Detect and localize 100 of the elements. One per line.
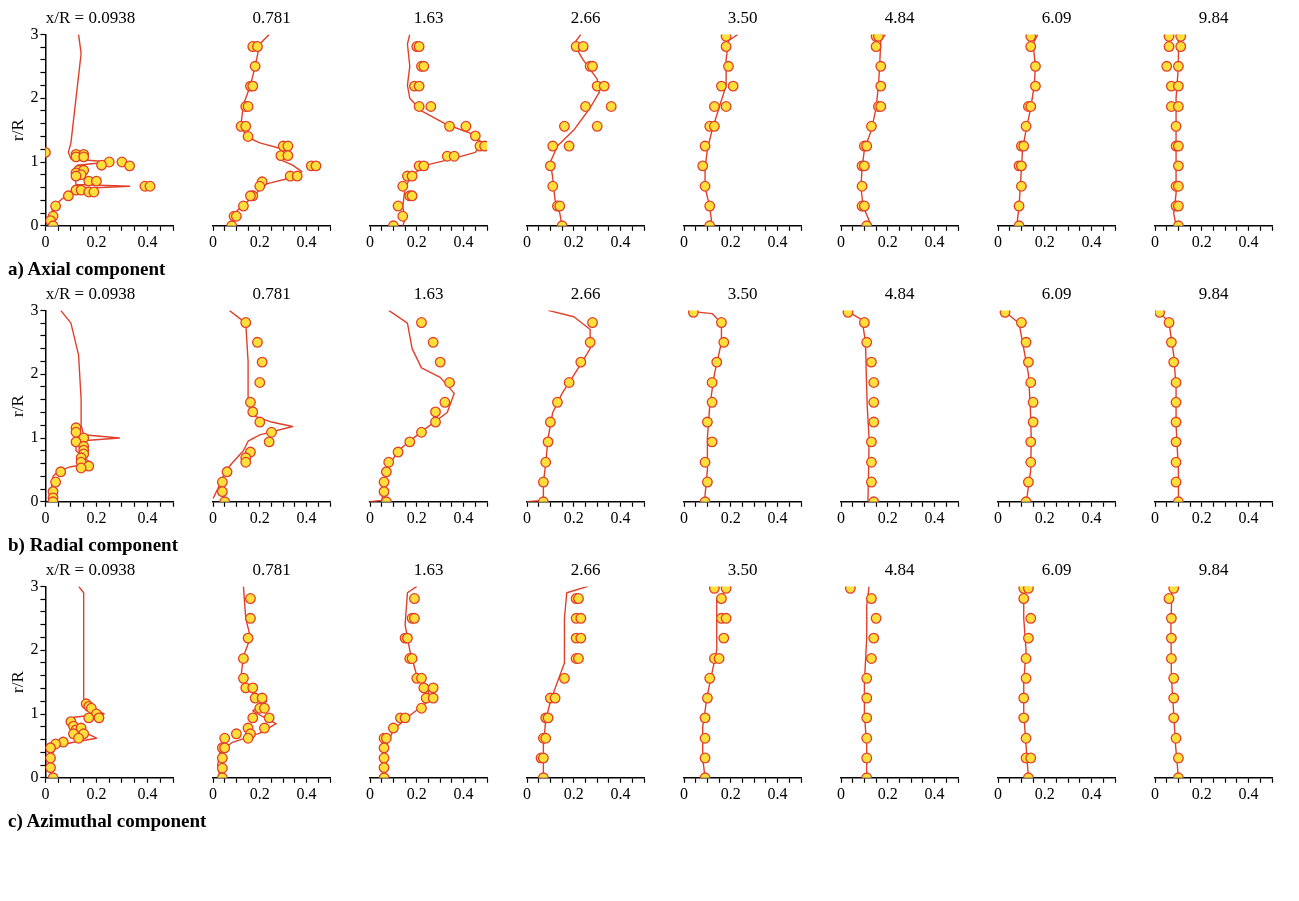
x-tick-label: 0.2	[720, 784, 741, 802]
x-tick-label: 0	[994, 232, 1002, 250]
x-tick-label: 0.2	[406, 232, 427, 250]
chart-title: 1.63	[413, 283, 444, 303]
x-tick-label: 0.2	[1191, 508, 1212, 526]
y-tick-label: 3	[30, 24, 39, 42]
x-tick-label: 0	[523, 784, 531, 802]
text: a) Axial component	[8, 258, 167, 280]
y-tick-label: 2	[30, 364, 39, 382]
x-tick-label: 0	[1151, 508, 1159, 526]
y-axis-title: r/R	[7, 670, 27, 693]
y-axis-title: r/R	[7, 118, 27, 141]
chart-title: 0.781	[252, 283, 291, 303]
x-tick-label: 0.2	[406, 784, 427, 802]
x-tick-label: 0	[994, 784, 1002, 802]
chart-title: 0.781	[252, 7, 291, 27]
x-tick-label: 0	[837, 232, 845, 250]
x-tick-label: 0.2	[249, 784, 270, 802]
y-tick-label: 1	[30, 704, 39, 722]
x-tick-label: 0.2	[86, 784, 107, 802]
x-tick-label: 0.2	[86, 508, 107, 526]
x-tick-label: 0.4	[296, 508, 317, 526]
x-tick-label: 0	[209, 784, 217, 802]
x-tick-label: 0	[680, 784, 688, 802]
x-tick-label: 0.4	[296, 784, 317, 802]
x-tick-label: 0.4	[1081, 784, 1102, 802]
x-tick-label: 0	[41, 508, 50, 526]
x-tick-label: 0.4	[1238, 232, 1259, 250]
x-tick-label: 0.2	[1034, 508, 1055, 526]
chart-title: 0.781	[252, 559, 291, 579]
x-tick-label: 0	[41, 784, 50, 802]
chart-title: x/R = 0.0938	[45, 283, 136, 303]
x-tick-label: 0	[209, 508, 217, 526]
x-tick-label: 0	[1151, 232, 1159, 250]
y-tick-label: 0	[30, 492, 39, 509]
x-tick-label: 0	[680, 508, 688, 526]
chart-title: 9.84	[1198, 7, 1229, 27]
chart-title: 1.63	[413, 559, 444, 579]
x-tick-label: 0.4	[137, 232, 158, 250]
x-tick-label: 0.4	[610, 784, 631, 802]
x-tick-label: 0.4	[924, 232, 945, 250]
x-tick-label: 0.4	[453, 508, 474, 526]
x-tick-label: 0.2	[1034, 784, 1055, 802]
x-tick-label: 0.2	[1191, 784, 1212, 802]
y-tick-label: 1	[30, 428, 39, 446]
y-tick-label: 2	[30, 640, 39, 658]
x-tick-label: 0.4	[767, 784, 788, 802]
x-tick-label: 0	[209, 232, 217, 250]
x-tick-label: 0.4	[767, 232, 788, 250]
x-tick-label: 0	[366, 508, 374, 526]
chart-title: 3.50	[727, 559, 758, 579]
chart-title: 2.66	[570, 559, 601, 579]
chart-title: 2.66	[570, 283, 601, 303]
chart-title: 3.50	[727, 283, 758, 303]
x-tick-label: 0.4	[924, 508, 945, 526]
x-tick-label: 0.2	[563, 784, 584, 802]
x-tick-label: 0.2	[86, 232, 107, 250]
x-tick-label: 0.4	[1081, 232, 1102, 250]
x-tick-label: 0.4	[1238, 508, 1259, 526]
x-tick-label: 0.2	[563, 508, 584, 526]
x-tick-label: 0.4	[137, 784, 158, 802]
text: b) Radial component	[8, 534, 179, 556]
text: c) Azimuthal component	[8, 810, 208, 832]
chart-title: x/R = 0.0938	[45, 7, 136, 27]
x-tick-label: 0.4	[767, 508, 788, 526]
chart-title: 6.09	[1041, 7, 1072, 27]
chart-title: 9.84	[1198, 559, 1229, 579]
chart-title: x/R = 0.0938	[45, 559, 136, 579]
x-tick-label: 0.2	[249, 508, 270, 526]
x-tick-label: 0.2	[877, 784, 898, 802]
chart-title: 6.09	[1041, 283, 1072, 303]
x-tick-label: 0.4	[453, 784, 474, 802]
x-tick-label: 0	[837, 784, 845, 802]
x-tick-label: 0.2	[1034, 232, 1055, 250]
x-tick-label: 0.4	[137, 508, 158, 526]
x-tick-label: 0	[680, 232, 688, 250]
x-tick-label: 0	[366, 784, 374, 802]
x-tick-label: 0	[41, 232, 50, 250]
x-tick-label: 0.4	[924, 784, 945, 802]
x-tick-label: 0	[523, 508, 531, 526]
chart-title: 4.84	[884, 559, 915, 579]
chart-title: 2.66	[570, 7, 601, 27]
x-tick-label: 0	[366, 232, 374, 250]
x-tick-label: 0.4	[610, 232, 631, 250]
x-tick-label: 0.2	[877, 232, 898, 250]
x-tick-label: 0.4	[610, 508, 631, 526]
y-tick-label: 0	[30, 768, 39, 785]
y-axis-title: r/R	[7, 394, 27, 417]
x-tick-label: 0.4	[1081, 508, 1102, 526]
x-tick-label: 0.2	[249, 232, 270, 250]
x-tick-label: 0.4	[1238, 784, 1259, 802]
chart-title: 1.63	[413, 7, 444, 27]
y-tick-label: 1	[30, 152, 39, 170]
x-tick-label: 0.2	[1191, 232, 1212, 250]
chart-title: 6.09	[1041, 559, 1072, 579]
chart-title: 3.50	[727, 7, 758, 27]
chart-title: 4.84	[884, 7, 915, 27]
x-tick-label: 0.2	[720, 508, 741, 526]
chart-title: 4.84	[884, 283, 915, 303]
x-tick-label: 0.4	[453, 232, 474, 250]
